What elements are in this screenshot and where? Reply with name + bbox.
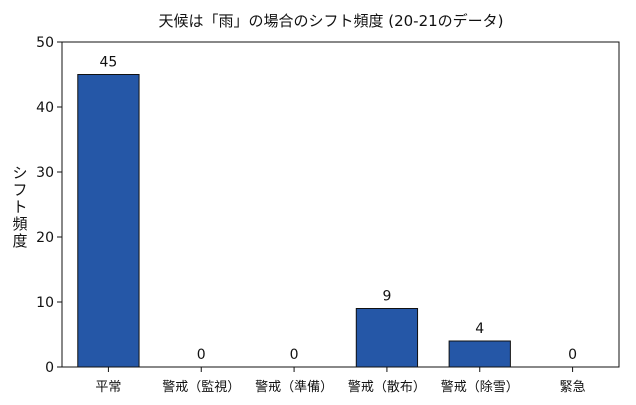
y-tick-label: 30 (36, 165, 54, 181)
x-tick-label: 緊急 (560, 380, 586, 395)
x-tick-label: 警戒（監視） (162, 379, 240, 395)
x-tick-label: 警戒（除雪） (441, 379, 519, 395)
bar (448, 340, 511, 368)
bar-value-label: 0 (568, 347, 577, 363)
bar (77, 74, 140, 368)
bar-value-label: 4 (475, 321, 484, 337)
x-tick-label: 警戒（散布） (348, 379, 426, 395)
y-axis-label-text: シフト頻度 (12, 164, 27, 250)
y-axis: 0 10 20 30 40 50 (36, 35, 62, 376)
data-labels: 45 0 0 9 4 0 (100, 55, 578, 364)
bar-value-label: 0 (197, 347, 206, 363)
bar-value-label: 9 (382, 289, 391, 305)
y-tick-label: 50 (36, 35, 54, 51)
y-tick-label: 0 (45, 360, 54, 376)
y-tick-label: 40 (36, 100, 54, 116)
chart-title: 天候は「雨」の場合のシフト頻度 (20-21のデータ) (158, 12, 503, 30)
bar-value-label: 0 (290, 347, 299, 363)
bar (355, 308, 419, 368)
y-tick-label: 20 (36, 230, 54, 246)
y-tick-label: 10 (36, 295, 54, 311)
bar-value-label: 45 (100, 55, 118, 71)
x-tick-label: 警戒（準備） (255, 379, 333, 395)
y-axis-label: シフト頻度 (12, 164, 27, 250)
bars (77, 74, 511, 368)
plot-frame (61, 41, 620, 368)
x-axis: 平常 警戒（監視） 警戒（準備） 警戒（散布） 警戒（除雪） 緊急 (95, 367, 586, 395)
x-tick-label: 平常 (95, 380, 121, 395)
